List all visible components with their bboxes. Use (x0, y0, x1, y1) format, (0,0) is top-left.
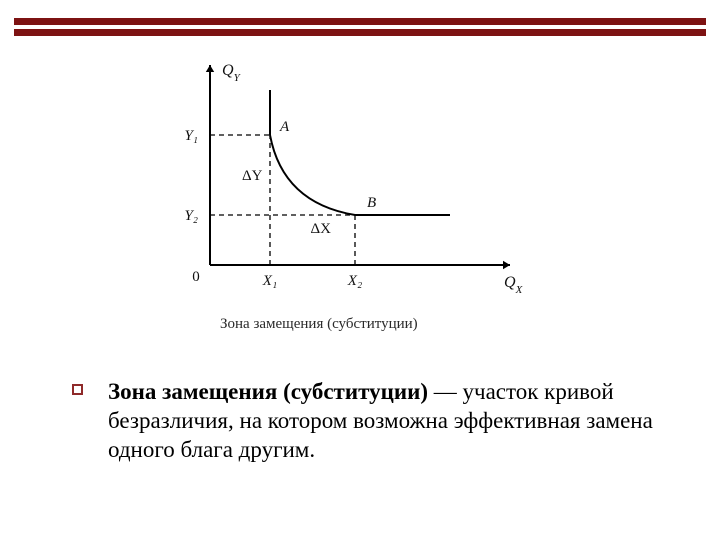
svg-text:0: 0 (192, 269, 200, 285)
svg-text:QX: QX (504, 274, 524, 296)
svg-text:ΔY: ΔY (242, 168, 263, 184)
svg-text:A: A (279, 119, 290, 135)
definition-block: Зона замещения (субституции) — участок к… (72, 378, 662, 464)
header-bar (14, 18, 706, 25)
svg-text:X₂: X₂ (347, 273, 362, 289)
header-bar (14, 29, 706, 36)
bullet-icon (72, 384, 83, 395)
definition-term: Зона замещения (субституции) (108, 379, 428, 404)
svg-text:X₁: X₁ (262, 273, 277, 289)
chart-svg: QY QX 0 Y₁ Y₂ X₁ X₂ A B ΔY ΔX (150, 55, 550, 315)
header-bars (14, 18, 706, 40)
svg-text:ΔX: ΔX (311, 221, 332, 237)
chart-caption: Зона замещения (субституции) (220, 316, 418, 333)
svg-text:B: B (367, 195, 376, 211)
svg-text:QY: QY (222, 62, 242, 84)
substitution-chart: QY QX 0 Y₁ Y₂ X₁ X₂ A B ΔY ΔX (150, 55, 550, 335)
svg-text:Y₁: Y₁ (184, 128, 198, 144)
definition-text: Зона замещения (субституции) — участок к… (108, 378, 662, 464)
svg-text:Y₂: Y₂ (184, 208, 198, 224)
